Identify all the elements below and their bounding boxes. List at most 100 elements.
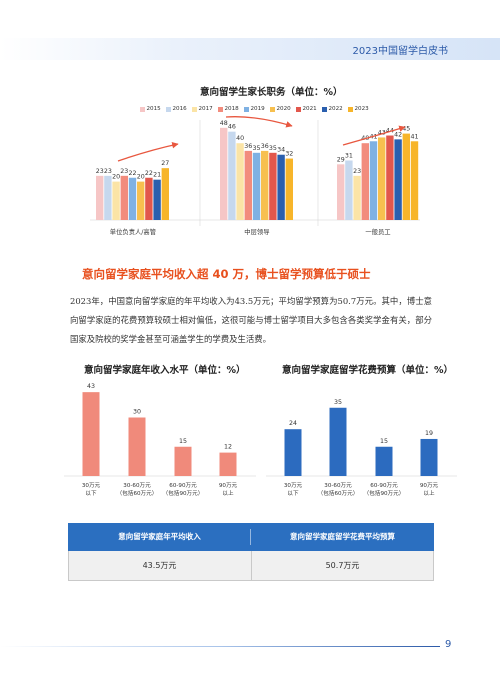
chart1-bar [378,137,386,220]
budget-chart-bar-value: 19 [425,430,433,437]
footer-line [0,646,440,647]
chart1-bar-value: 22 [145,170,153,177]
section-paragraph: 2023年，中国意向留学家庭的年平均收入为43.5万元；平均留学预算为50.7万… [70,296,432,344]
summary-value-income: 43.5万元 [142,561,177,570]
budget-chart-bar [284,429,302,476]
chart1-bar [394,139,402,220]
summary-header-budget: 意向留学家庭留学花费平均预算 [290,532,395,541]
chart1-bar [220,127,228,220]
budget-chart-category-label-line2: （包括90万元） [364,489,405,497]
chart1-trend-arrow-up [117,142,179,162]
income-chart-bar-value: 43 [87,383,95,390]
summary-header-divider [250,529,251,545]
legend-swatch [192,106,197,112]
section-heading: 意向留学家庭平均收入超 40 万，博士留学预算低于硕士 [82,267,371,281]
income-chart-category-label-line2: 以上 [222,489,234,497]
chart1-bar-value: 29 [337,156,345,163]
income-chart-bar [82,392,100,476]
legend-label: 2015 [146,106,161,112]
chart1-bar [353,175,361,220]
header-title: 2023中国留学白皮书 [352,46,448,57]
income-chart-category-label-line2: 以下 [85,490,97,497]
page-number: 9 [445,639,452,650]
chart1-bar-value: 46 [228,124,236,131]
income-chart-bar [174,446,192,476]
income-chart-bar-value: 15 [179,438,187,445]
chart1-category-label: 中层领导 [244,227,269,236]
summary-table-header [68,523,434,551]
legend-label: 2020 [276,106,291,112]
legend-swatch [322,106,327,112]
chart1-bar [236,143,244,220]
income-chart-category-label: 60-90万元 [169,482,197,489]
summary-value-budget: 50.7万元 [325,561,360,570]
chart1-bar [153,179,161,220]
chart1-bar [104,175,112,220]
budget-chart-bar-value: 15 [380,438,388,445]
chart1-category-label: 一般员工 [365,227,390,236]
chart1-bar-value: 40 [236,135,244,142]
legend-label: 2017 [198,106,213,112]
chart1-trend-arrow-down [225,116,293,128]
chart2-title: 意向留学家庭年收入水平（单位：%） [84,365,246,376]
legend-label: 2018 [224,106,239,112]
chart1-bar [337,164,345,220]
budget-chart-category-label: 60-90万元 [370,482,398,489]
income-chart-category-label: 30万元 [82,482,101,489]
legend-label: 2021 [302,106,317,112]
legend-swatch [348,106,353,112]
budget-chart-category-label: 90万元 [420,482,439,489]
header-band [0,38,500,60]
chart1-bar [261,150,269,220]
chart1-bar-value: 43 [378,129,386,136]
chart1-bar-value: 34 [277,147,285,154]
budget-chart-category-label-line2: 以下 [287,490,299,497]
chart1-bar [277,154,285,220]
legend-swatch [270,106,275,112]
chart1-bar-value: 41 [410,133,418,140]
income-chart-bar-value: 30 [133,409,141,416]
chart1-bar [386,135,394,220]
chart1-bar [410,141,419,220]
chart1-bar-value: 31 [345,152,353,159]
chart1-bar-value: 22 [128,170,136,177]
budget-chart-category-label-line2: 以上 [423,489,435,497]
chart1-bar-value: 23 [353,168,361,175]
budget-chart-bar [375,446,393,476]
chart1-category-label: 单位负责人/高管 [110,227,156,236]
budget-chart-bar-value: 24 [289,420,297,427]
chart1-bar-value: 23 [104,168,112,175]
legend-swatch [140,106,145,112]
chart1-bar-value: 45 [402,126,410,133]
budget-chart-category-label: 30万元 [284,482,303,489]
legend-swatch [166,106,171,112]
chart1-bar [402,133,410,220]
budget-chart-category-label: 30-60万元 [324,482,352,489]
chart1-bar-value: 27 [161,160,169,167]
chart1-bar-value: 35 [269,145,277,152]
legend-label: 2023 [354,106,369,112]
chart1-bar [269,152,277,220]
chart1-bar [128,177,137,220]
legend-swatch [296,106,301,112]
chart1-bar-value: 20 [112,174,120,181]
chart1-bar-value: 23 [96,168,104,175]
chart1-bar-value: 23 [120,168,128,175]
income-chart-bar-value: 12 [224,444,232,451]
chart1-bar-value: 21 [153,172,161,179]
income-chart-category-label: 30-60万元 [123,482,151,489]
chart1-bar [252,152,261,220]
budget-chart-bar [420,438,438,476]
chart1-bar-value: 35 [252,145,260,152]
chart1-title: 意向留学生家长职务（单位：%） [200,87,343,98]
chart1-bar-value: 36 [261,143,269,150]
chart1-bar-value: 32 [285,151,293,158]
chart3-title: 意向留学家庭留学花费预算（单位：%） [282,365,454,376]
chart1-bar [137,181,145,220]
legend-label: 2019 [250,106,265,112]
legend-label: 2016 [172,106,187,112]
budget-chart-category-label-line2: （包括60万元） [318,489,359,497]
